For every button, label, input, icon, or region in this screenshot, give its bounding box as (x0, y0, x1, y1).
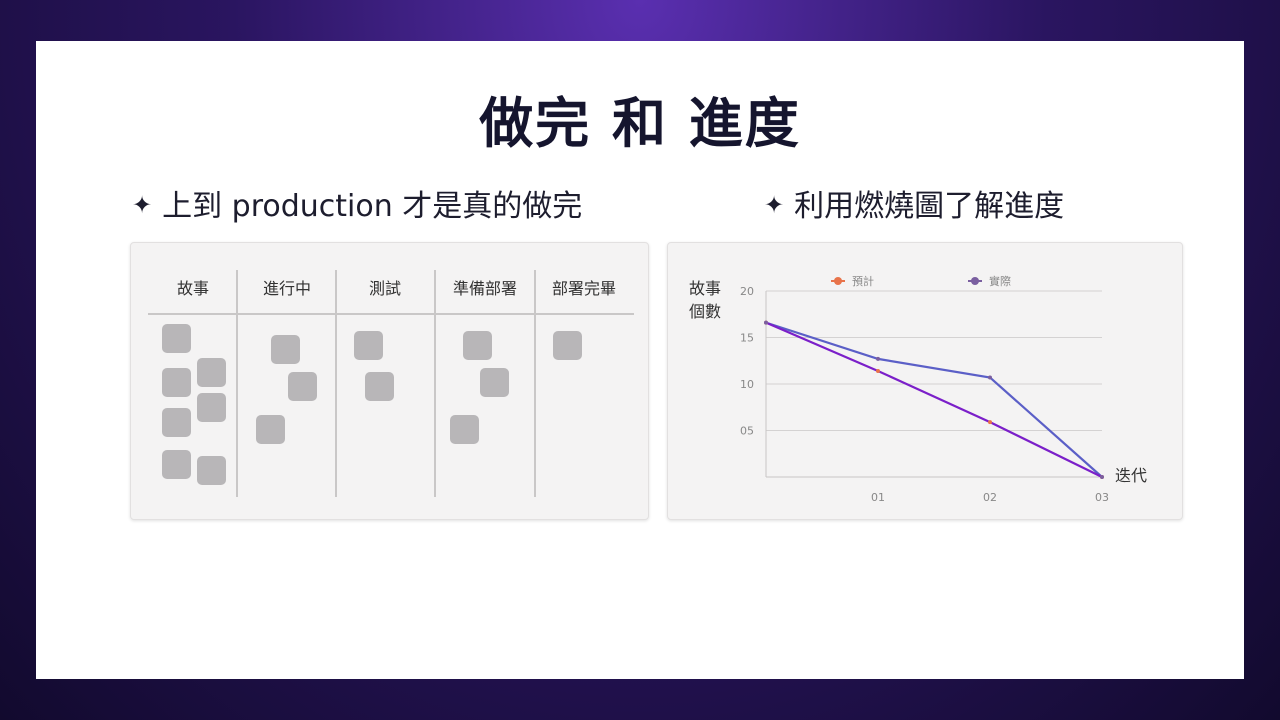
series-line (765, 321, 1103, 478)
burndown-chart: 20 15 10 05 01 02 03 預計 實際 故事 個數 迭代 (689, 274, 1147, 504)
y-axis-label-line1: 故事 (689, 279, 721, 298)
bullet-progress: ✦ 利用燃燒圖了解進度 (764, 181, 1064, 225)
y-tick-label: 05 (740, 425, 754, 438)
story-card[interactable] (197, 393, 226, 422)
column-header-story: 故事 (176, 279, 209, 298)
column-divider (534, 270, 536, 497)
legend-label: 實際 (989, 274, 1011, 288)
story-card[interactable] (197, 456, 226, 485)
y-axis-label-line2: 個數 (689, 302, 721, 321)
series-point (1100, 475, 1104, 479)
column-divider (335, 270, 337, 497)
x-axis-ticks: 01 02 03 (871, 491, 1109, 504)
x-axis-label: 迭代 (1115, 466, 1147, 485)
legend-marker (834, 277, 842, 285)
y-tick-label: 20 (740, 285, 754, 298)
in-progress-card[interactable] (271, 335, 300, 364)
slide: 做完 和 進度 ✦ 上到 production 才是真的做完 ✦ 利用燃燒圖了解進度… (36, 41, 1244, 679)
series-point (876, 368, 880, 373)
in-progress-card[interactable] (256, 415, 285, 444)
y-axis-ticks: 20 15 10 05 (740, 285, 754, 438)
series-line (765, 321, 1103, 478)
y-tick-label: 15 (740, 332, 754, 345)
chart-grid (765, 290, 1102, 478)
series-point (988, 420, 992, 425)
y-tick-label: 10 (740, 378, 754, 391)
column-header-deployed: 部署完畢 (551, 279, 616, 298)
story-card[interactable] (197, 358, 226, 387)
story-card[interactable] (162, 408, 191, 437)
four-pointed-star-icon: ✦ (764, 191, 785, 219)
bullet-progress-text: 利用燃燒圖了解進度 (794, 189, 1065, 224)
story-card[interactable] (162, 324, 191, 353)
column-header-testing: 測試 (368, 279, 401, 298)
four-pointed-star-icon: ✦ (132, 191, 153, 219)
ready-deploy-card[interactable] (480, 368, 509, 397)
x-tick-label: 03 (1095, 491, 1109, 504)
legend-label: 預計 (852, 274, 874, 288)
chart-legend: 預計 實際 (831, 274, 1011, 288)
kanban-board: 故事 進行中 測試 準備部署 部署完畢 (130, 242, 649, 520)
chart-series (764, 320, 1104, 479)
x-tick-label: 02 (983, 491, 997, 504)
series-point (876, 356, 880, 361)
bullet-done-text: 上到 production 才是真的做完 (162, 189, 583, 224)
testing-card[interactable] (365, 372, 394, 401)
slide-title: 做完 和 進度 (479, 92, 801, 155)
testing-card[interactable] (354, 331, 383, 360)
burndown-chart-panel: 20 15 10 05 01 02 03 預計 實際 故事 個數 迭代 (667, 242, 1183, 520)
legend-marker (971, 277, 979, 285)
ready-deploy-card[interactable] (463, 331, 492, 360)
x-tick-label: 01 (871, 491, 885, 504)
column-header-ready-deploy: 準備部署 (452, 279, 517, 298)
ready-deploy-card[interactable] (450, 415, 479, 444)
column-divider (236, 270, 238, 497)
in-progress-card[interactable] (288, 372, 317, 401)
column-divider (434, 270, 436, 497)
series-point (988, 375, 992, 380)
series-point (764, 320, 768, 325)
story-card[interactable] (162, 450, 191, 479)
deployed-card[interactable] (553, 331, 582, 360)
bullet-done: ✦ 上到 production 才是真的做完 (132, 181, 582, 225)
column-header-in-progress: 進行中 (262, 279, 311, 298)
story-card[interactable] (162, 368, 191, 397)
header-divider (148, 313, 634, 315)
